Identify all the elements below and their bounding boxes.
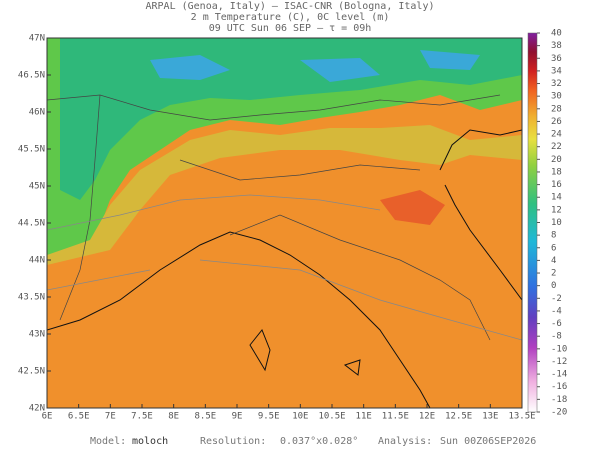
colorbar [527, 32, 538, 413]
colorbar-label: 2 [551, 269, 556, 279]
colorbar-label: -14 [551, 370, 567, 380]
footer-value: moloch [132, 436, 168, 447]
colorbar-label: 30 [551, 92, 562, 102]
colorbar-label: -18 [551, 395, 567, 405]
colorbar-label: 28 [551, 104, 562, 114]
y-tick-label: 42.5N [18, 367, 45, 377]
colorbar-label: 4 [551, 256, 556, 266]
colorbar-label: 38 [551, 41, 562, 51]
x-tick-label: 9.5E [258, 412, 280, 422]
freezing-level-contour [47, 194, 522, 341]
colorbar-label: 8 [551, 231, 556, 241]
y-tick-label: 47N [29, 34, 45, 44]
colorbar-label: 0 [551, 281, 556, 291]
colorbar-label: 32 [551, 79, 562, 89]
colorbar-label: -6 [551, 319, 562, 329]
colorbar-label: -2 [551, 294, 562, 304]
colorbar-label: 12 [551, 205, 562, 215]
colorbar-label: -20 [551, 408, 567, 418]
x-tick-label: 6.5E [68, 412, 90, 422]
colorbar-label: 20 [551, 155, 562, 165]
y-tick-label: 45.5N [18, 145, 45, 155]
y-tick-label: 46N [29, 108, 45, 118]
colorbar-label: -12 [551, 357, 567, 367]
y-tick-label: 45N [29, 182, 45, 192]
colorbar-label: -4 [551, 306, 562, 316]
map [46, 37, 523, 409]
footer-value: Sun 00Z06SEP2026 [440, 436, 536, 447]
colorbar-label: 10 [551, 218, 562, 228]
colorbar-label: 6 [551, 243, 556, 253]
x-tick-label: 7.5E [131, 412, 153, 422]
x-tick-label: 7E [105, 412, 116, 422]
x-tick-label: 10.5E [318, 412, 345, 422]
foothills [47, 125, 522, 265]
y-tick-label: 46.5N [18, 71, 45, 81]
y-tick-label: 43.5N [18, 293, 45, 303]
footer-label: Analysis: [378, 436, 432, 447]
y-tick-label: 43N [29, 330, 45, 340]
x-tick-label: 11.5E [382, 412, 409, 422]
colorbar-label: 18 [551, 167, 562, 177]
colorbar-label: 40 [551, 29, 562, 39]
footer-value: 0.037°x0.028° [280, 436, 358, 447]
x-tick-label: 13.5E [508, 412, 535, 422]
x-tick-label: 11E [356, 412, 372, 422]
x-tick-label: 13E [482, 412, 498, 422]
title-line: ARPAL (Genoa, Italy) — ISAC-CNR (Bologna… [146, 1, 435, 12]
borders [47, 94, 501, 341]
colorbar-label: 34 [551, 66, 562, 76]
islands [249, 329, 361, 376]
footer-label: Resolution: [200, 436, 266, 447]
x-tick-label: 12.5E [445, 412, 472, 422]
warm-patch [380, 190, 445, 225]
footer-label: Model: [90, 436, 126, 447]
x-tick-label: 10E [292, 412, 308, 422]
colorbar-label: 16 [551, 180, 562, 190]
x-tick-label: 8.5E [194, 412, 216, 422]
x-tick-label: 12E [419, 412, 435, 422]
title-line: 09 UTC Sun 06 SEP — τ = 09h [209, 23, 372, 34]
colorbar-label: 22 [551, 142, 562, 152]
colorbar-label: 26 [551, 117, 562, 127]
footer: Model: moloch Resolution: 0.037°x0.028° … [90, 436, 536, 447]
y-tick-label: 44N [29, 256, 45, 266]
x-tick-label: 8E [168, 412, 179, 422]
title-line: 2 m Temperature (C), 0C level (m) [191, 12, 390, 23]
colorbar-label: 14 [551, 193, 562, 203]
x-tick-label: 9E [232, 412, 243, 422]
y-tick-label: 42N [29, 404, 45, 414]
x-tick-label: 6E [42, 412, 53, 422]
colorbar-label: -10 [551, 344, 567, 354]
y-tick-label: 44.5N [18, 219, 45, 229]
colorbar-label: -8 [551, 332, 562, 342]
coastline [47, 231, 431, 408]
coastline [439, 129, 522, 301]
colorbar-label: 36 [551, 54, 562, 64]
colorbar-label: -16 [551, 382, 567, 392]
alps-peaks [150, 50, 480, 82]
colorbar-label: 24 [551, 130, 562, 140]
